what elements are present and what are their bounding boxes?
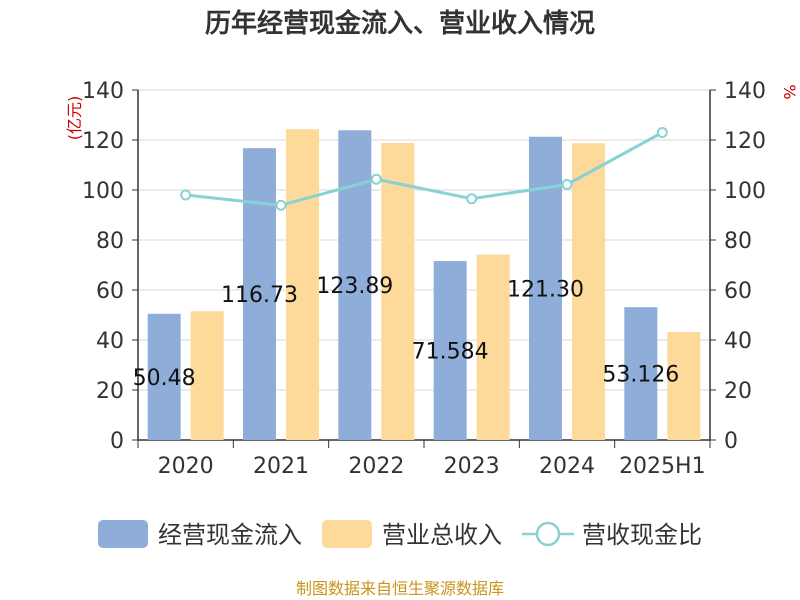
x-tick-label: 2022 — [348, 454, 404, 479]
bar-营业总收入-2025H1 — [667, 332, 701, 440]
left-tick-label: 120 — [82, 129, 124, 154]
bar-经营现金流入-2021 — [243, 148, 276, 441]
left-tick-label: 140 — [82, 79, 124, 104]
right-tick-label: 20 — [724, 379, 752, 404]
bar-营业总收入-2020 — [190, 311, 224, 440]
x-tick-label: 2023 — [444, 454, 500, 479]
right-tick-label: 60 — [724, 279, 752, 304]
ratio-point-2020 — [180, 189, 192, 201]
data-label: 50.48 — [133, 366, 196, 391]
bar-经营现金流入-2025H1 — [624, 307, 658, 440]
legend-label: 经营现金流入 — [158, 521, 302, 549]
ratio-line-path — [185, 131, 664, 207]
bar-营业总收入-2023 — [476, 254, 510, 440]
bars — [147, 129, 701, 441]
ratio-point-2025H1 — [656, 127, 668, 138]
ratio-line — [180, 127, 668, 211]
right-tick-label: 80 — [724, 229, 752, 254]
bar-经营现金流入-2020 — [147, 313, 181, 440]
right-axis-unit: % — [780, 84, 799, 99]
right-tick-label: 0 — [724, 429, 738, 454]
data-label: 121.30 — [507, 277, 584, 302]
right-tick-label: 120 — [724, 129, 766, 154]
right-tick-label: 140 — [724, 79, 766, 104]
bar-经营现金流入-2023 — [433, 261, 467, 440]
data-label: 71.584 — [412, 340, 489, 365]
left-axis-unit: (亿元) — [65, 96, 84, 141]
legend-label: 营收现金比 — [582, 521, 702, 549]
ratio-point-2024 — [561, 179, 573, 190]
x-tick-label: 2021 — [253, 454, 309, 479]
x-tick-label: 2025H1 — [619, 454, 706, 479]
axes: 0 20 40 60 80 100 120 140 0 20 40 60 80 100 120 140 2020… — [82, 79, 766, 479]
x-tick-label: 2020 — [158, 454, 214, 479]
left-tick-label: 0 — [110, 429, 124, 454]
left-tick-label: 80 — [96, 229, 124, 254]
legend-label: 营业总收入 — [382, 521, 502, 549]
right-tick-label: 100 — [724, 179, 766, 204]
x-tick-label: 2024 — [539, 454, 595, 479]
legend-marker-营收现金比 — [535, 521, 561, 547]
legend: 经营现金流入 营业总收入 营收现金比 — [98, 520, 702, 549]
legend-swatch-营业总收入 — [322, 520, 372, 548]
right-tick-label: 40 — [724, 329, 752, 354]
chart-title: 历年经营现金流入、营业收入情况 — [205, 8, 595, 39]
data-labels: 50.48 116.73 123.89 71.584 121.30 53.126 — [133, 274, 680, 391]
left-tick-label: 20 — [96, 379, 124, 404]
bar-营业总收入-2024 — [572, 143, 605, 440]
left-tick-label: 100 — [82, 179, 124, 204]
bar-营业总收入-2022 — [381, 143, 415, 440]
data-label: 116.73 — [221, 283, 298, 308]
data-label: 53.126 — [602, 363, 679, 388]
left-tick-label: 40 — [96, 329, 124, 354]
ratio-point-2022 — [370, 173, 382, 185]
ratio-point-2023 — [466, 193, 478, 205]
data-label: 123.89 — [316, 274, 393, 299]
left-tick-label: 60 — [96, 279, 124, 304]
legend-swatch-经营现金流入 — [98, 520, 148, 548]
ratio-point-2021 — [275, 199, 287, 211]
bar-营业总收入-2021 — [286, 129, 319, 440]
source-note: 制图数据来自恒生聚源数据库 — [296, 579, 504, 598]
